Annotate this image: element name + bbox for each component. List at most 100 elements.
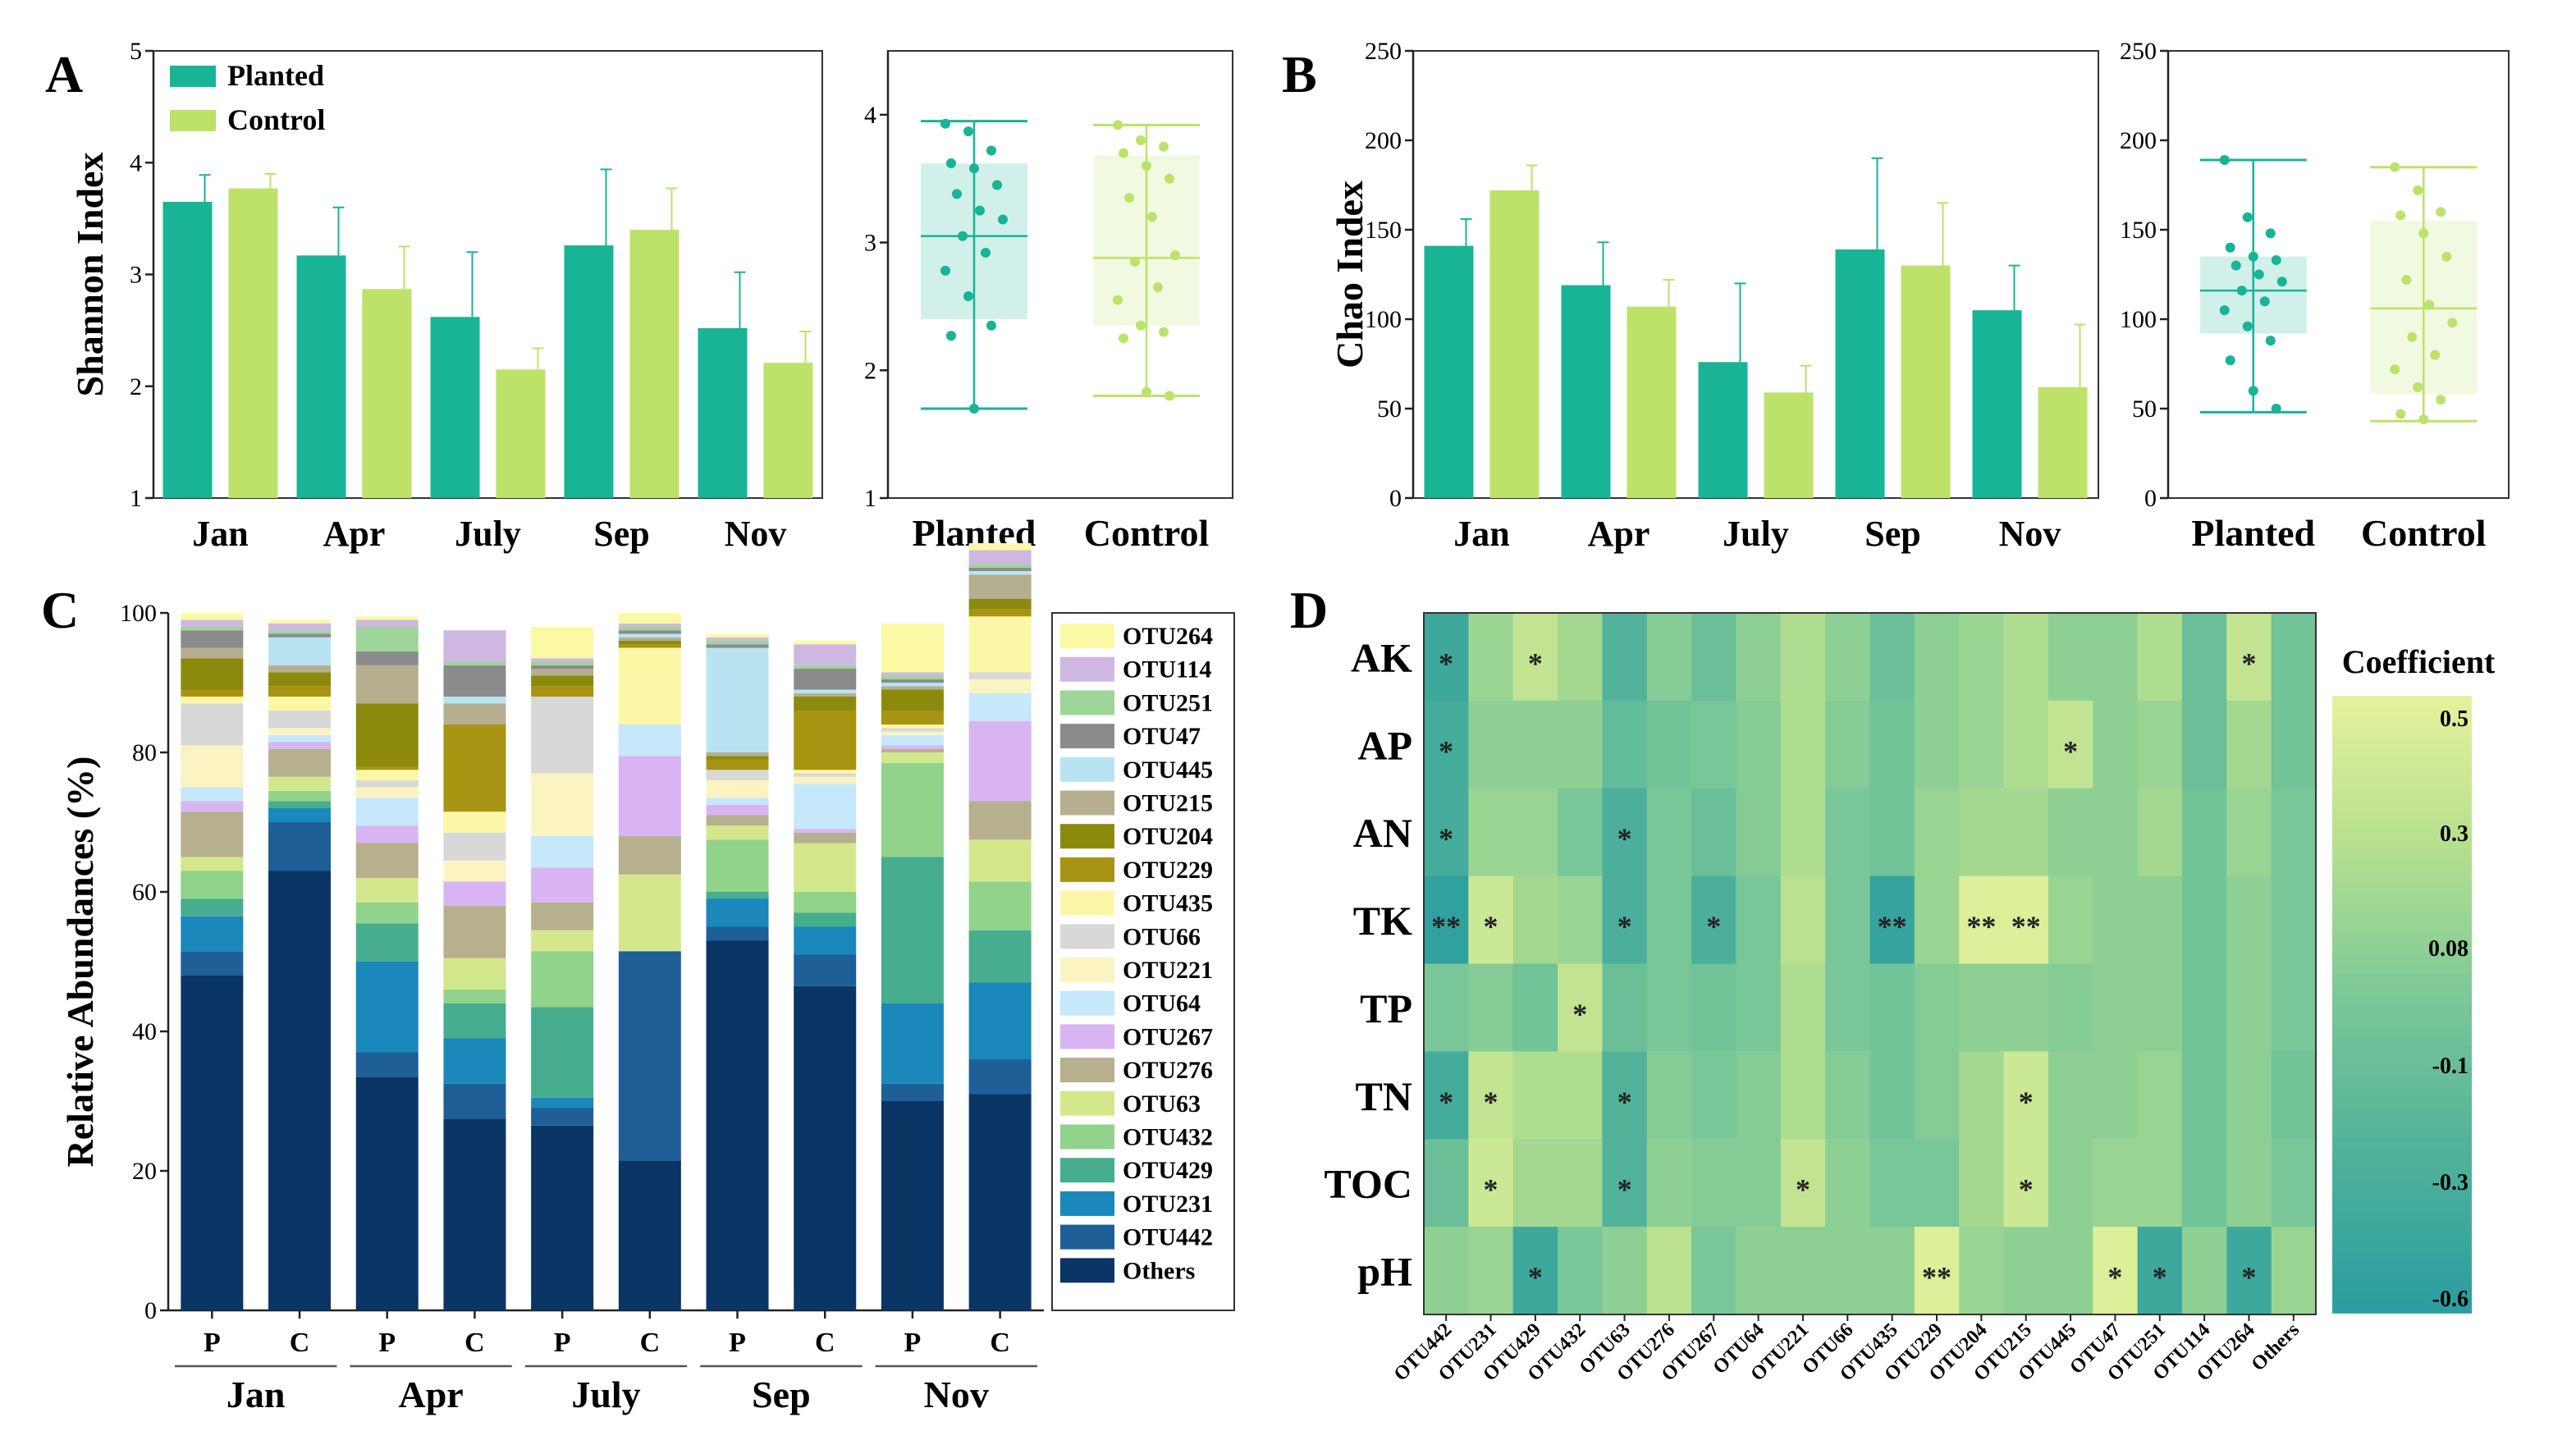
c-bar-segment — [531, 836, 594, 868]
c-bar-segment — [531, 1125, 594, 1310]
c-bar-segment — [968, 679, 1032, 693]
d-significance-mark: * — [1484, 910, 1498, 943]
d-heatmap-cell — [2181, 700, 2227, 789]
d-heatmap-cell — [1691, 1139, 1736, 1227]
b-box-data-point — [2418, 228, 2429, 239]
c-legend-swatch — [1060, 757, 1114, 782]
d-heatmap-cell — [1602, 613, 1648, 702]
c-legend-swatch — [1060, 1058, 1114, 1083]
b-box-data-point — [2436, 207, 2446, 217]
d-heatmap-cell — [2271, 1139, 2317, 1227]
c-bar-segment — [706, 839, 769, 892]
d-heatmap-cell — [2271, 875, 2317, 964]
d-heatmap-cell — [2093, 1227, 2139, 1315]
c-bar-segment — [968, 543, 1032, 551]
a-bar-x-tick-label: Nov — [725, 514, 787, 554]
c-bar-segment — [355, 619, 419, 627]
d-colorbar-segment — [2332, 1117, 2472, 1129]
panel-a-bar-chart: 1 2 3 4 5 Jan Apr July Sep Nov Shannon Index Plante… — [69, 38, 823, 554]
d-heatmap-cell — [2181, 875, 2227, 964]
b-bar-bar — [2038, 386, 2088, 498]
d-heatmap-cell — [2137, 1227, 2183, 1315]
c-x-tick-label: C — [990, 1328, 1010, 1358]
c-bar-segment — [794, 644, 857, 665]
d-colorbar-segment — [2332, 778, 2472, 789]
c-bar-segment — [355, 770, 419, 780]
d-heatmap-cell — [2048, 613, 2093, 702]
b-box-data-point — [2390, 364, 2400, 375]
d-colorbar-segment — [2332, 1250, 2472, 1263]
c-bar-segment — [881, 731, 944, 735]
c-x-tick-label: C — [640, 1328, 661, 1358]
c-x-tick-label: P — [378, 1328, 396, 1358]
a-bar-y-tick-label: 1 — [130, 485, 142, 512]
a-box-data-point — [1119, 148, 1128, 158]
panel-label-c: C — [41, 581, 79, 639]
c-bar-segment — [968, 616, 1032, 673]
d-significance-mark: * — [2063, 734, 2078, 767]
d-heatmap-cell — [1736, 1139, 1782, 1227]
a-box-x-tick-label: Control — [1084, 512, 1210, 554]
c-bar-segment — [531, 658, 594, 662]
c-bar-segment — [531, 1108, 594, 1126]
d-heatmap-cell — [1512, 1139, 1558, 1227]
a-box-data-point — [986, 320, 996, 331]
c-bar-segment — [968, 550, 1032, 565]
d-significance-mark: * — [1796, 1173, 1810, 1206]
d-heatmap-cell — [1468, 875, 1514, 964]
c-x-tick-label: P — [554, 1328, 571, 1358]
c-bar-segment — [968, 881, 1032, 930]
b-box-data-point — [2248, 251, 2258, 262]
d-heatmap-cell — [2048, 1139, 2093, 1227]
d-heatmap-cell — [1959, 700, 2005, 789]
d-heatmap-cell — [1424, 875, 1469, 964]
b-bar-bar — [1489, 190, 1540, 499]
a-box-data-point — [1136, 320, 1146, 331]
d-heatmap-cell — [1602, 875, 1648, 964]
a-box-data-point — [940, 265, 950, 276]
c-bar-segment — [181, 745, 244, 788]
c-y-tick-label: 60 — [132, 879, 157, 906]
d-heatmap-cell — [1602, 1051, 1648, 1140]
d-heatmap-cell — [1959, 788, 2005, 877]
b-box-data-point — [2253, 269, 2264, 280]
c-bar-segment — [618, 641, 681, 645]
d-colorbar-segment — [2332, 1045, 2472, 1057]
a-box-data-point — [963, 126, 973, 137]
c-bar-segment — [794, 693, 857, 697]
b-bar-y-tick-label: 250 — [1365, 38, 1402, 65]
d-heatmap-cell — [1468, 613, 1514, 702]
b-box-y-tick-label: 100 — [2120, 306, 2157, 333]
d-heatmap-cell — [1736, 875, 1782, 964]
a-bar-y-axis-title: Shannon Index — [69, 153, 111, 397]
c-bar-segment — [531, 686, 594, 697]
c-bar-segment — [968, 574, 1032, 599]
c-bar-segment — [794, 912, 857, 927]
c-bar-segment — [181, 857, 244, 871]
d-heatmap-cell — [2093, 788, 2139, 877]
b-bar-x-tick-label: Jan — [1453, 514, 1509, 554]
a-box-data-point — [1142, 161, 1151, 171]
c-group-label: July — [571, 1374, 640, 1415]
c-bar-segment — [968, 930, 1032, 983]
d-heatmap-cell — [1512, 875, 1558, 964]
d-heatmap-cell — [1869, 1227, 1915, 1315]
c-bar-segment — [268, 697, 332, 711]
d-heatmap-cell — [2271, 1227, 2317, 1315]
c-bar-segment — [881, 683, 944, 687]
d-colorbar-segment — [2332, 829, 2472, 841]
a-box-y-tick-label: 1 — [864, 485, 876, 512]
c-bar-segment — [443, 860, 506, 882]
d-heatmap-cell — [1825, 963, 1870, 1052]
b-box-data-point — [2219, 154, 2230, 165]
d-heatmap-cell — [1646, 1051, 1692, 1140]
d-heatmap-cell — [1780, 1139, 1826, 1227]
panel-b-box-plot: 0 50 100 150 200 250 Planted Control — [2120, 38, 2510, 554]
d-colorbar-segment — [2332, 880, 2472, 892]
c-bar-segment — [618, 647, 681, 725]
b-box-y-tick-label: 50 — [2132, 395, 2157, 423]
b-box-y-tick-label: 200 — [2120, 127, 2157, 154]
d-heatmap-cell — [1468, 788, 1514, 877]
c-bar-segment — [443, 1118, 506, 1310]
a-bar-bar — [162, 201, 213, 498]
